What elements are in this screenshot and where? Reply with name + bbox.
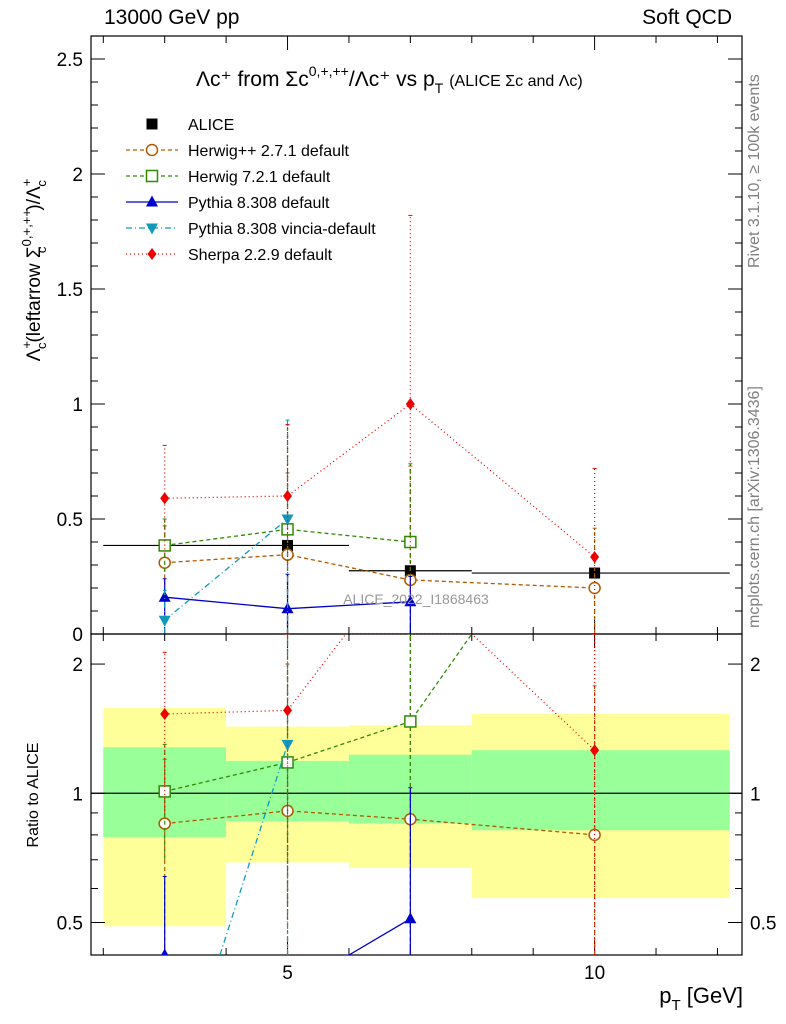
main-line-2 (164, 528, 411, 547)
main-point-5-1 (283, 490, 293, 502)
ylabel-a: Λ (24, 348, 45, 361)
ratio-point-4-4 (590, 744, 600, 757)
ratio-series-4 (160, 634, 600, 955)
main-point-0-1 (282, 539, 294, 551)
legend-marker-5 (147, 248, 157, 260)
ratio-frame (90, 633, 743, 956)
main-line-4 (164, 518, 288, 621)
legend-label-0: ALICE (188, 117, 234, 134)
legend: ALICE Herwig++ 2.7.1 default Herwig 7.2.1 … (126, 117, 376, 264)
ylabel-c: )/Λ (24, 186, 45, 211)
legend-label-4: Pythia 8.308 vincia-default (188, 221, 376, 238)
main-point-1-3 (588, 581, 601, 595)
ratio-y-tick-label-right-2: 2 (750, 655, 761, 676)
ratio-y-tick-label-2: 2 (72, 655, 83, 676)
x-tick-label-5: 5 (282, 963, 293, 984)
header-right: Soft QCD (642, 6, 732, 29)
ylabel-b: (leftarrow Σ (24, 246, 45, 342)
main-line-5 (164, 403, 596, 558)
x-axis-label: pT [GeV] (659, 983, 743, 1014)
xlabel-sub: T (671, 997, 680, 1014)
plot-title: Λc⁺ from Σc0,+,++/Λc⁺ vs pT (ALICE Σc and… (196, 63, 583, 96)
ratio-line-1 (164, 634, 473, 793)
ratio-panel: 5 10 0.5 0.5 1 1 2 2 (57, 633, 776, 984)
title-main: Λc⁺ from Σc (196, 68, 309, 91)
ratio-series-2 (161, 787, 417, 955)
x-tick-label-10: 10 (584, 963, 605, 984)
y-tick-label-2.5: 2.5 (57, 50, 83, 71)
title-mid: /Λc⁺ vs p (349, 68, 435, 91)
ratio-y-tick-label-0.5: 0.5 (57, 913, 83, 934)
legend-label-3: Pythia 8.308 default (188, 195, 330, 212)
ratio-y-axis-label: Ratio to ALICE (25, 743, 42, 848)
ratio-point-4-1 (283, 704, 293, 717)
main-series-5 (160, 214, 600, 634)
title-sup: 0,+,++ (309, 63, 349, 79)
y-tick-label-0: 0 (72, 625, 83, 646)
xlabel-rest: [GeV] (681, 983, 743, 1008)
main-series-4 (158, 419, 294, 634)
title-note: (ALICE Σc and Λc) (449, 73, 583, 90)
watermark: ALICE_2022_I1868463 (343, 591, 489, 607)
y-axis-label: Λ+c(leftarrow Σ0,+,++c)/Λ+c (19, 179, 49, 362)
band-inner-3 (471, 750, 730, 831)
ratio-bands (103, 708, 730, 927)
ylabel-c-sub: c (34, 180, 49, 187)
ratio-point-2-0 (161, 948, 169, 955)
legend-label-5: Sherpa 2.2.9 default (188, 247, 333, 264)
ratio-y-tick-label-1: 1 (72, 784, 83, 805)
ratio-point-1-0 (158, 785, 171, 798)
legend-marker-3 (146, 195, 158, 207)
ratio-point-3-1 (281, 739, 294, 751)
main-point-5-0 (160, 492, 170, 505)
ylabel-b-sup: 0,+,++ (19, 209, 34, 246)
main-point-5-2 (405, 398, 415, 410)
y-tick-label-1: 1 (72, 395, 83, 416)
ratio-line-2 (345, 918, 411, 955)
legend-label-1: Herwig++ 2.7.1 default (188, 143, 350, 160)
ratio-point-4-0 (160, 708, 170, 721)
ylabel-a-sup: + (19, 341, 34, 349)
main-line-1 (164, 553, 595, 589)
ratio-point-2-3 (404, 912, 417, 924)
main-point-3-2 (404, 595, 417, 607)
y-tick-label-1.5: 1.5 (57, 280, 83, 301)
ylabel-b-sub: c (34, 246, 49, 253)
legend-marker-4 (146, 223, 158, 235)
main-point-3-0 (158, 590, 171, 602)
ratio-point-1-2 (404, 715, 417, 728)
y-tick-label-0.5: 0.5 (57, 510, 83, 531)
main-point-5-3 (590, 550, 600, 563)
xlabel-main: p (659, 983, 671, 1008)
header-left: 13000 GeV pp (104, 6, 240, 29)
ylabel-a-sub: c (34, 342, 49, 349)
legend-marker-1 (145, 143, 159, 157)
title-sub: T (435, 80, 444, 96)
main-panel: 0 0.5 1 1.5 2 2.5 ALICE Herwig++ 2.7.1 default H… (57, 35, 743, 646)
main-point-4-0 (158, 615, 171, 627)
legend-marker-2 (145, 169, 159, 183)
y-tick-label-2: 2 (72, 165, 83, 186)
main-series-1 (158, 465, 601, 634)
legend-label-2: Herwig 7.2.1 default (188, 169, 331, 186)
ratio-y-tick-label-right-0.5: 0.5 (750, 913, 776, 934)
ratio-line-0 (164, 810, 595, 836)
ratio-y-tick-label-right-1: 1 (750, 784, 761, 805)
ratio-line-3 (219, 744, 289, 955)
legend-marker-0 (146, 118, 158, 130)
ylabel-c-sup: + (19, 179, 34, 187)
